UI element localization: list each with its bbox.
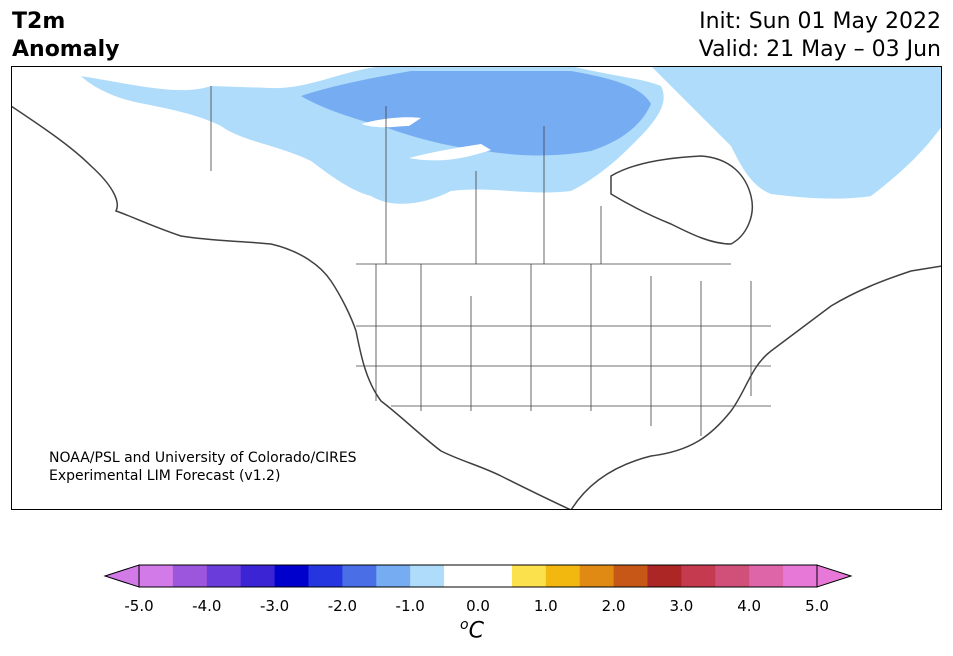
colorbar-tick-label: 1.0 xyxy=(533,597,558,615)
coastline xyxy=(570,265,942,510)
colorbar-tick-label: 3.0 xyxy=(669,597,694,615)
unit-superscript: o xyxy=(460,617,469,633)
credit-line-2: Experimental LIM Forecast (v1.2) xyxy=(49,468,281,484)
credit-text: NOAA/PSL and University of Colorado/CIRE… xyxy=(49,449,357,485)
colorbar-cell xyxy=(579,565,615,587)
colorbar-cell xyxy=(613,565,648,587)
anomaly-map xyxy=(11,66,942,510)
colorbar-cell xyxy=(308,565,343,587)
colorbar-cell xyxy=(545,565,581,587)
colorbar-tick-label: 0.0 xyxy=(466,597,490,615)
map-frame xyxy=(11,66,942,510)
colorbar-cell xyxy=(274,565,309,587)
colorbar-tick-label: 2.0 xyxy=(601,597,626,615)
colorbar-tick-label: -2.0 xyxy=(327,597,358,615)
colorbar-tick-label: 4.0 xyxy=(737,597,762,615)
anomaly-region-moderate-cool xyxy=(301,71,651,156)
colorbar-cell xyxy=(783,565,818,587)
credit-line-1: NOAA/PSL and University of Colorado/CIRE… xyxy=(49,450,357,466)
unit-base: C xyxy=(468,618,484,644)
hudson-bay xyxy=(610,155,753,245)
colorbar-cell xyxy=(715,565,750,587)
map-title: T2m Anomaly xyxy=(12,8,119,64)
colorbar-over-triangle xyxy=(816,564,853,588)
colorbar-cell xyxy=(410,565,445,587)
colorbar-tick-label: -5.0 xyxy=(124,597,154,615)
coastline xyxy=(11,105,572,510)
lake xyxy=(361,117,421,128)
colorbar-cell xyxy=(172,565,208,587)
colorbar-under-triangle xyxy=(103,564,140,588)
colorbar-cell xyxy=(376,565,411,587)
colorbar-frame xyxy=(138,564,818,588)
colorbar-cells xyxy=(139,565,818,587)
colorbar-cell xyxy=(444,565,479,587)
colorbar-cell xyxy=(647,565,682,587)
lake xyxy=(409,144,491,161)
colorbar-tick-label: 5.0 xyxy=(805,597,829,615)
init-date: Init: Sun 01 May 2022 xyxy=(699,9,941,34)
anomaly-region-weak-cool-east xyxy=(651,66,942,199)
colorbar-cell xyxy=(139,565,174,587)
borders xyxy=(210,86,771,436)
colorbar xyxy=(103,564,853,588)
colorbar-cell xyxy=(206,565,242,587)
title-line-1: T2m xyxy=(12,9,66,34)
colorbar-cell xyxy=(240,565,276,587)
colorbar-tick-label: -4.0 xyxy=(192,597,222,615)
colorbar-tick-label: -3.0 xyxy=(259,597,290,615)
valid-date: Valid: 21 May – 03 Jun xyxy=(698,37,941,62)
colorbar-cell xyxy=(511,565,547,587)
forecast-dates: Init: Sun 01 May 2022 Valid: 21 May – 03… xyxy=(699,8,941,64)
colorbar-cell xyxy=(478,565,513,587)
colorbar-cell xyxy=(342,565,377,587)
colorbar-cell xyxy=(681,565,716,587)
colorbar-unit: oC xyxy=(460,617,484,643)
title-line-2: Anomaly xyxy=(12,37,120,62)
colorbar-tick-label: -1.0 xyxy=(395,597,425,615)
colorbar-cell xyxy=(749,565,784,587)
